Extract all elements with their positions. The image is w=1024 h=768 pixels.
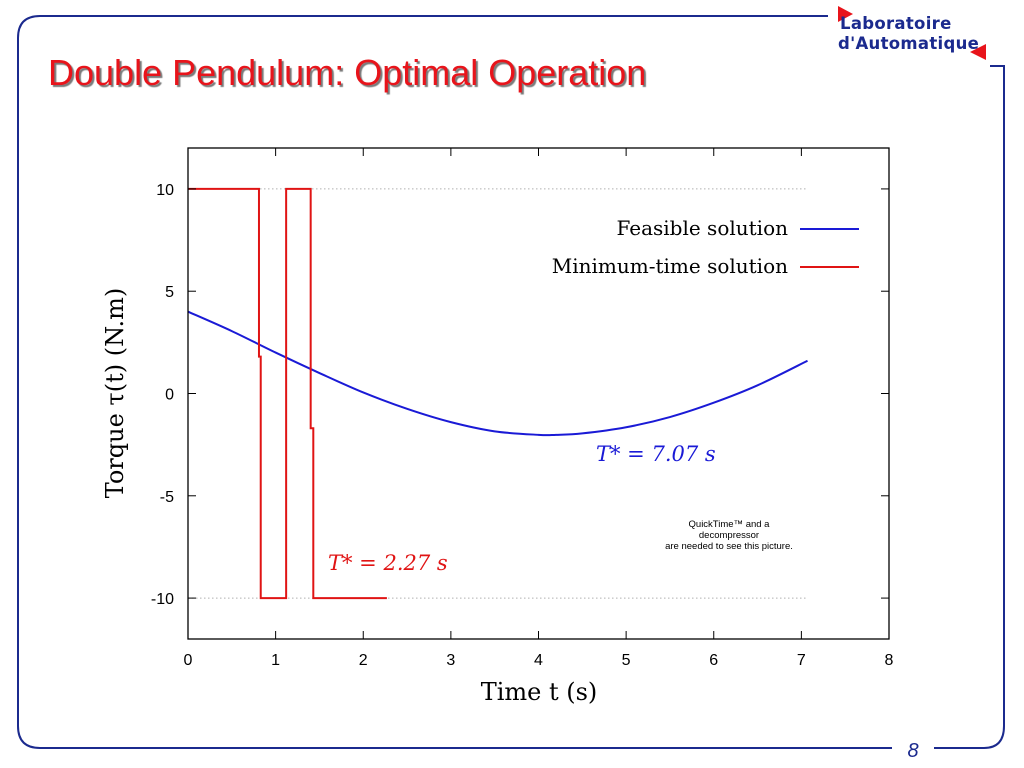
quicktime-note-line3: are needed to see this picture. (665, 541, 793, 552)
y-tick-label: -5 (160, 489, 174, 506)
corner-flag-icon (970, 44, 986, 60)
page-number: 8 (900, 740, 926, 763)
frame-border (17, 15, 1005, 749)
y-axis-label: Torque τ(t) (N.m) (101, 288, 129, 499)
x-axis-label: Time t (s) (481, 678, 598, 706)
y-tick-label: 5 (165, 284, 174, 301)
y-tick-label: -10 (151, 591, 174, 608)
tick-layer: 0 1 2 3 4 5 6 7 8 10 5 0 -5 -10 (151, 148, 894, 669)
y-tick-label: 0 (165, 387, 174, 404)
slide-title: Double Pendulum: Optimal Operation (48, 52, 647, 93)
feasible-solution-line (187, 310, 808, 437)
logo-flag-icon (838, 6, 853, 22)
lab-logo: Laboratoire d'Automatique (838, 14, 979, 54)
x-tick-label: 4 (534, 652, 543, 669)
legend-label-feasible: Feasible solution (616, 216, 788, 240)
x-tick-label: 6 (709, 652, 718, 669)
quicktime-note-line1: QuickTime™ and a (689, 519, 771, 530)
x-tick-label: 3 (446, 652, 455, 669)
logo-line2: d'Automatique (838, 34, 980, 53)
torque-chart: 0 1 2 3 4 5 6 7 8 10 5 0 -5 -10 Torque τ(t) (N.m) Tim… (101, 147, 894, 706)
annotation-min-time: T* = 2.27 s (328, 551, 448, 575)
x-tick-label: 5 (622, 652, 631, 669)
quicktime-note-line2: decompressor (699, 530, 759, 541)
x-tick-label: 8 (885, 652, 894, 669)
annotation-feasible: T* = 7.07 s (596, 442, 716, 466)
x-tick-label: 0 (184, 652, 193, 669)
x-tick-label: 1 (271, 652, 280, 669)
logo-line1: Laboratoire (840, 14, 952, 33)
legend: Feasible solution Minimum-time solution (552, 216, 859, 278)
x-tick-label: 7 (797, 652, 806, 669)
grid-layer (188, 188, 808, 599)
quicktime-placeholder: QuickTime™ and a decompressor are needed… (665, 519, 793, 552)
x-tick-label: 2 (359, 652, 368, 669)
y-tick-label: 10 (156, 182, 174, 199)
series-layer (187, 187, 808, 600)
minimum-time-solution-line (188, 187, 387, 600)
legend-label-min-time: Minimum-time solution (552, 254, 788, 278)
